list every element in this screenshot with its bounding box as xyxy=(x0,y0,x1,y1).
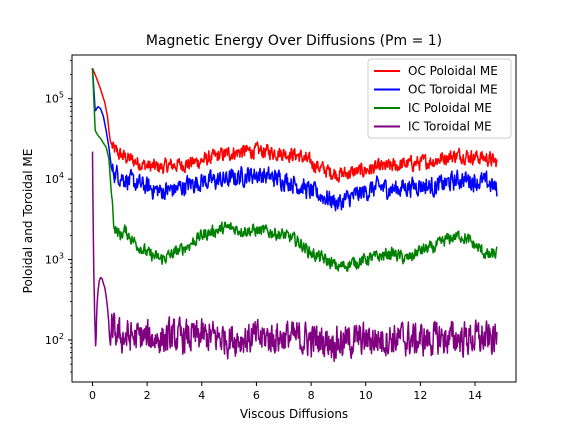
series-line-2 xyxy=(91,68,498,212)
y-axis: 102 103 104 105 xyxy=(45,59,72,373)
x-tick-label: 8 xyxy=(308,389,315,402)
x-tick-label: 2 xyxy=(144,389,151,402)
y-axis-label: Poloidal and Toroidal ME xyxy=(21,149,35,294)
y-tick-label: 102 xyxy=(45,332,64,347)
y-tick-label: 104 xyxy=(45,171,64,186)
legend-label: OC Toroidal ME xyxy=(408,83,498,97)
y-tick-label: 103 xyxy=(45,252,64,267)
x-tick-label: 6 xyxy=(253,389,260,402)
chart-title: Magnetic Energy Over Diffusions (Pm = 1) xyxy=(146,33,442,49)
x-tick-label: 12 xyxy=(413,389,427,402)
legend-label: OC Poloidal ME xyxy=(408,64,498,78)
x-tick-label: 0 xyxy=(89,389,96,402)
x-tick-label: 10 xyxy=(359,389,373,402)
series-line-3 xyxy=(91,68,498,272)
x-tick-label: 4 xyxy=(198,389,205,402)
x-axis: 0 2 4 6 8 10 12 14 xyxy=(89,382,482,402)
series-line-1 xyxy=(91,67,498,183)
legend-box xyxy=(367,58,512,139)
x-tick-label: 14 xyxy=(468,389,482,402)
series-line-4 xyxy=(91,151,498,363)
y-tick-label: 105 xyxy=(45,91,64,106)
series-layer xyxy=(91,67,498,363)
legend-label: IC Poloidal ME xyxy=(408,101,492,115)
plot-frame xyxy=(71,54,517,383)
x-axis-label: Viscous Diffusions xyxy=(240,407,348,421)
legend-label: IC Toroidal ME xyxy=(408,120,492,134)
legend: OC Poloidal ME OC Toroidal ME IC Poloidal … xyxy=(367,58,512,139)
